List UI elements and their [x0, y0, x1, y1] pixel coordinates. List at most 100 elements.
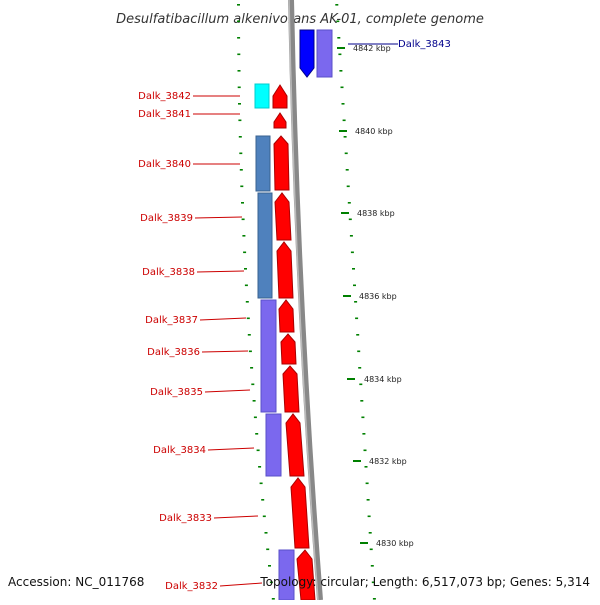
minor-tick — [262, 515, 266, 518]
gene-label-dalk-3832[interactable]: Dalk_3832 — [165, 581, 218, 592]
minor-tick — [359, 383, 363, 386]
accession-text: Accession: NC_011768 — [8, 575, 144, 589]
minor-tick — [248, 350, 252, 353]
cog-block — [265, 413, 282, 477]
cds-arrow — [273, 135, 290, 191]
kbp-label-4836: 4836 kbp — [359, 292, 397, 301]
minor-tick — [258, 466, 262, 468]
cds-arrow — [273, 112, 287, 129]
minor-tick — [256, 449, 260, 452]
minor-tick — [365, 482, 369, 485]
cog-block — [316, 29, 333, 78]
gene-label-dalk-3837[interactable]: Dalk_3837 — [145, 315, 198, 326]
minor-tick — [237, 20, 240, 23]
gene-label-dalk-3842[interactable]: Dalk_3842 — [138, 91, 191, 102]
gene-labels-left: Dalk_3842 Dalk_3841 Dalk_3840 Dalk_3839 … — [138, 91, 263, 592]
minor-tick — [361, 416, 365, 419]
minor-tick — [335, 4, 339, 6]
gene-label-dalk-3838[interactable]: Dalk_3838 — [142, 267, 195, 278]
minor-tick — [250, 367, 254, 369]
minor-tick — [348, 218, 352, 221]
cds-arrow — [285, 413, 305, 477]
minor-tick — [357, 350, 361, 353]
minor-tick — [340, 86, 344, 89]
minor-tick — [370, 565, 374, 567]
label-leader-line — [194, 216, 243, 219]
kbp-label-4832: 4832 kbp — [369, 457, 407, 466]
topology-info-text: Topology: circular; Length: 6,517,073 bp… — [259, 575, 590, 589]
minor-tick — [367, 515, 371, 518]
cog-block — [257, 192, 273, 299]
gene-label-dalk-3843[interactable]: Dalk_3843 — [398, 39, 451, 50]
label-leader-line — [207, 447, 255, 451]
minor-tick — [371, 581, 375, 584]
minor-tick — [347, 202, 351, 204]
minor-tick — [362, 433, 366, 435]
minor-tick — [244, 268, 247, 270]
minor-tick — [259, 482, 263, 485]
minor-tick — [336, 20, 340, 23]
minor-tick — [356, 334, 360, 336]
cog-track — [254, 83, 295, 601]
minor-tick — [266, 548, 270, 551]
gene-label-dalk-3834[interactable]: Dalk_3834 — [153, 445, 206, 456]
minor-tick — [337, 37, 341, 39]
label-leader-line — [213, 515, 259, 519]
cds-arrow — [274, 192, 292, 241]
minor-tick — [358, 367, 362, 369]
cog-block — [254, 83, 270, 109]
minor-tick — [238, 103, 241, 105]
gene-label-dalk-3839[interactable]: Dalk_3839 — [140, 213, 193, 224]
minor-tick — [237, 70, 241, 72]
label-leader-line — [204, 389, 251, 393]
minor-tick — [251, 383, 255, 386]
gene-label-dalk-3833[interactable]: Dalk_3833 — [159, 513, 212, 524]
minor-tick — [246, 317, 250, 320]
gene-label-dalk-3840[interactable]: Dalk_3840 — [138, 159, 191, 170]
gene-label-dalk-3836[interactable]: Dalk_3836 — [147, 347, 200, 358]
minor-tick — [237, 86, 241, 89]
forward-cds-track — [272, 84, 316, 601]
label-leader-line — [201, 350, 249, 353]
minor-tick — [245, 301, 249, 303]
minor-tick — [369, 548, 373, 551]
minor-tick — [237, 37, 241, 39]
minor-tick — [363, 449, 367, 452]
minor-tick — [239, 169, 243, 171]
minor-tick — [238, 136, 242, 138]
kbp-scale: 4842 kbp 4840 kbp 4838 kbp 4836 kbp 4834… — [337, 44, 414, 548]
cds-arrow — [276, 241, 294, 299]
minor-tick — [338, 53, 342, 56]
kbp-label-4838: 4838 kbp — [357, 209, 395, 218]
kbp-label-4840: 4840 kbp — [355, 127, 393, 136]
gene-labels-right: Dalk_3843 — [348, 39, 451, 50]
minor-tick — [372, 598, 376, 600]
genome-title: Desulfatibacillum alkenivorans AK-01, co… — [116, 12, 484, 27]
cds-arrow-reverse — [299, 29, 315, 78]
minor-tick — [239, 152, 243, 155]
minor-tick — [255, 433, 259, 435]
cds-arrow — [272, 84, 288, 109]
minor-tick — [343, 136, 347, 138]
minor-tick — [243, 251, 247, 254]
minor-tick — [264, 532, 268, 534]
cog-block — [260, 299, 277, 413]
minor-tick — [244, 284, 248, 287]
minor-tick — [353, 284, 356, 287]
gene-label-dalk-3841[interactable]: Dalk_3841 — [138, 109, 191, 120]
cds-arrow — [296, 549, 316, 601]
genome-backbone-highlight — [288, 0, 319, 601]
minor-tick — [345, 169, 349, 171]
minor-tick — [346, 185, 350, 188]
minor-tick — [253, 416, 257, 419]
minor-tick — [354, 301, 358, 303]
minor-tick — [360, 400, 364, 402]
minor-tick — [366, 499, 370, 501]
cds-arrow — [278, 299, 295, 333]
tick-marks — [237, 4, 376, 600]
cds-arrow — [280, 333, 297, 365]
gene-label-dalk-3835[interactable]: Dalk_3835 — [150, 387, 203, 398]
minor-tick — [242, 235, 246, 237]
cds-arrow — [282, 365, 300, 413]
